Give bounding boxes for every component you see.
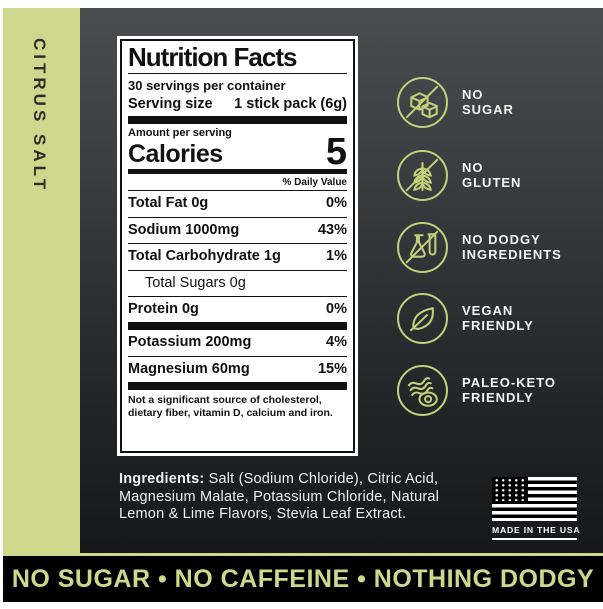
claim-paleo-keto-friendly: PALEO-KETO FRIENDLY — [396, 364, 556, 417]
flavor-name: CITRUS SALT — [30, 38, 49, 194]
thick-bar — [128, 382, 347, 391]
divider-rule — [3, 553, 603, 556]
claim-label: NO GLUTEN — [462, 159, 522, 190]
nutrient-row-total-fat: Total Fat 0g 0% — [128, 190, 347, 216]
nutrient-row-total-sugars: Total Sugars 0g — [128, 269, 347, 296]
claim-vegan-friendly: VEGAN FRIENDLY — [396, 292, 534, 345]
nutrient-row-potassium: Potassium 200mg 4% — [128, 334, 347, 351]
nutrient-row-magnesium: Magnesium 60mg 15% — [128, 355, 347, 382]
claim-label: VEGAN FRIENDLY — [462, 302, 534, 333]
nutrition-facts-border: Nutrition Facts 30 servings per containe… — [120, 39, 355, 453]
claim-no-gluten: NO GLUTEN — [396, 149, 521, 202]
calories-value: 5 — [325, 131, 347, 174]
serving-size-label: Serving size — [128, 96, 213, 113]
thick-bar — [128, 322, 347, 331]
paleo-keto-friendly-icon — [397, 365, 448, 416]
calories-label: Calories — [128, 140, 223, 169]
nutrient-row-carbohydrate: Total Carbohydrate 1g 1% — [128, 243, 347, 269]
nutrition-footnote: Not a significant source of cholesterol,… — [128, 394, 333, 420]
thick-bar — [128, 116, 347, 125]
servings-per-container: 30 servings per container — [128, 78, 286, 94]
no-gluten-icon — [397, 150, 448, 201]
divider — [128, 73, 347, 75]
nutrition-title: Nutrition Facts — [128, 42, 297, 72]
nutrition-facts-label: Nutrition Facts 30 servings per containe… — [117, 36, 358, 456]
calories-row: Calories 5 — [128, 131, 347, 174]
serving-size-row: Serving size 1 stick pack (6g) — [128, 95, 347, 116]
claim-no-dodgy-ingredients: NO DODGY INGREDIENTS — [396, 221, 562, 274]
vegan-friendly-icon — [397, 293, 448, 344]
ingredients-label: Ingredients: — [119, 471, 205, 487]
made-in-usa-block: MADE IN THE USA — [492, 477, 581, 540]
no-dodgy-ingredients-icon — [397, 222, 448, 273]
flag-canton — [492, 477, 528, 501]
footer-tagline: NO SUGAR • NO CAFFEINE • NOTHING DODGY — [11, 564, 595, 593]
claim-label: PALEO-KETO FRIENDLY — [462, 374, 557, 405]
flavor-spine: CITRUS SALT — [3, 8, 80, 556]
claim-label: NO SUGAR — [462, 86, 514, 117]
nutrient-row-protein: Protein 0g 0% — [128, 296, 347, 322]
medium-bar — [128, 169, 347, 175]
nutrient-row-sodium: Sodium 1000mg 43% — [128, 216, 347, 243]
claim-no-sugar: NO SUGAR — [396, 76, 514, 129]
usa-flag-icon — [492, 477, 577, 521]
serving-size-value: 1 stick pack (6g) — [234, 96, 347, 113]
made-in-usa-label: MADE IN THE USA — [492, 525, 581, 535]
ingredients-text: Ingredients: Salt (Sodium Chloride), Cit… — [119, 471, 440, 523]
dark-panel: CITRUS SALT Nutrition Facts 30 servings … — [3, 8, 603, 602]
claim-label: NO DODGY INGREDIENTS — [462, 231, 562, 262]
made-in-usa-underline — [492, 538, 577, 540]
amount-per-serving: Amount per serving — [128, 127, 232, 140]
no-sugar-icon — [397, 77, 448, 128]
footer-bar: NO SUGAR • NO CAFFEINE • NOTHING DODGY — [3, 556, 603, 602]
daily-value-header: % Daily Value — [282, 177, 347, 189]
